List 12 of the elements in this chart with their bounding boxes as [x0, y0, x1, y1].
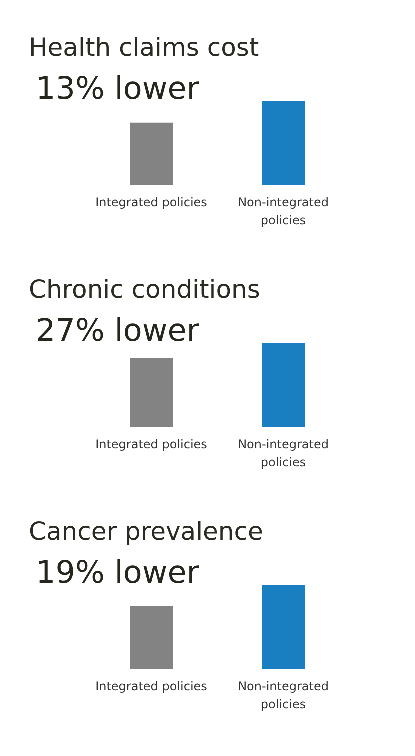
x-tick-label: Non-integrated policies [238, 680, 329, 712]
x-tick-label: Non-integrated policies [238, 438, 329, 470]
annotation: 27% lower [36, 313, 200, 349]
chart-title: Health claims cost [29, 33, 260, 62]
x-tick-label: Integrated policies [96, 438, 208, 452]
chart-title: Chronic conditions [29, 275, 260, 304]
x-tick-label: Non-integrated policies [238, 196, 329, 228]
annotation: 13% lower [36, 71, 200, 107]
annotation: 19% lower [36, 555, 200, 591]
x-tick-label: Integrated policies [96, 680, 208, 694]
x-tick-label: Integrated policies [96, 196, 208, 210]
chart-title: Cancer prevalence [29, 517, 264, 546]
